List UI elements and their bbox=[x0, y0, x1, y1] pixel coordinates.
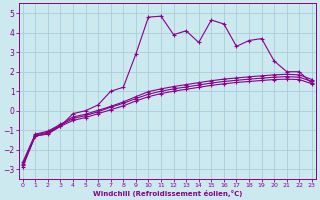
X-axis label: Windchill (Refroidissement éolien,°C): Windchill (Refroidissement éolien,°C) bbox=[92, 190, 242, 197]
